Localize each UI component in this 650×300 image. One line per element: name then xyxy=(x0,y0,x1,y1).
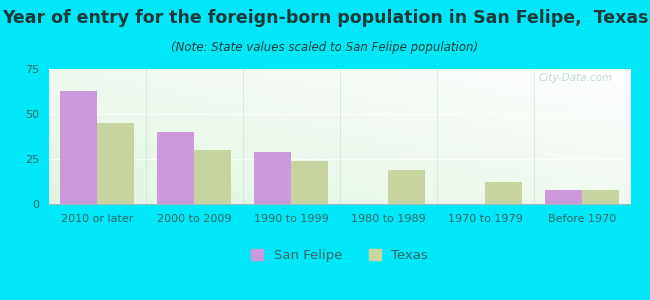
Bar xyxy=(60,91,98,204)
Bar xyxy=(388,170,425,204)
Legend: San Felipe, Texas: San Felipe, Texas xyxy=(252,249,428,262)
Text: Year of entry for the foreign-born population in San Felipe,  Texas: Year of entry for the foreign-born popul… xyxy=(2,9,648,27)
Text: City-Data.com: City-Data.com xyxy=(539,73,613,83)
Bar xyxy=(582,190,619,204)
Bar xyxy=(485,182,522,204)
Bar xyxy=(194,150,231,204)
Bar xyxy=(98,123,134,204)
Bar xyxy=(291,161,328,204)
Bar xyxy=(254,152,291,204)
Bar xyxy=(545,190,582,204)
Bar xyxy=(157,132,194,204)
Text: (Note: State values scaled to San Felipe population): (Note: State values scaled to San Felipe… xyxy=(172,40,478,53)
